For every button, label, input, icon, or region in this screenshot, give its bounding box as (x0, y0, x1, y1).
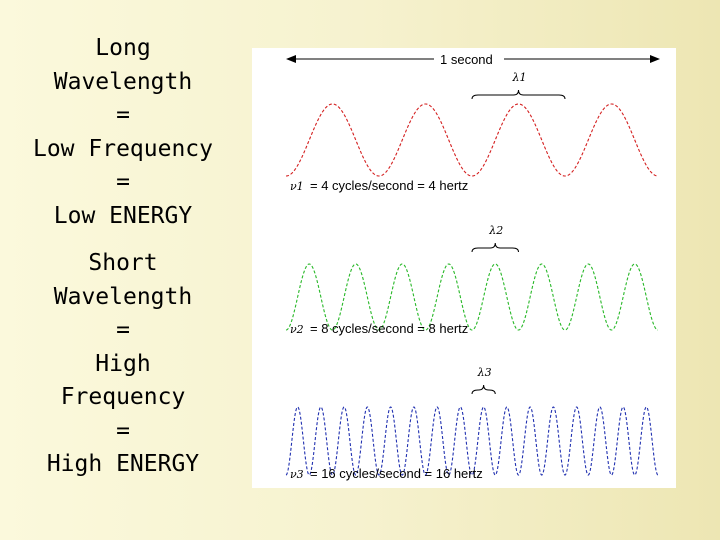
nu-3-label: ν3 (290, 468, 304, 481)
long-wavelength-line-5: = (116, 169, 130, 195)
short-wavelength-line-1: Short (88, 250, 158, 276)
wave-group-3: λ3 ν3 = 16 cycles/second = 16 hertz (285, 366, 659, 481)
equation-3: = 16 cycles/second = 16 hertz (310, 466, 483, 481)
equation-2: = 8 cycles/second = 8 hertz (310, 321, 468, 336)
wave-green (285, 263, 659, 331)
short-wavelength-line-4: High (95, 350, 151, 377)
text-gap (8, 233, 238, 247)
nu-1-label: ν1 (290, 180, 304, 193)
wavelength-brace-3 (471, 384, 496, 395)
short-wavelength-line-5: Frequency (60, 384, 186, 410)
wave-blue (285, 406, 659, 476)
short-wavelength-line-7: High ENERGY (46, 451, 200, 477)
wavelength-brace-1 (471, 89, 566, 100)
wave-group-1: λ1 ν1 = 4 cycles/second = 4 hertz (285, 71, 659, 193)
long-wavelength-line-4: Low Frequency (32, 135, 213, 162)
long-wavelength-line-2: Wavelength (53, 68, 193, 95)
long-wavelength-line-3: = (116, 102, 130, 128)
wave-group-2: λ2 ν2 = 8 cycles/second = 8 hertz (285, 224, 659, 336)
span-arrow-right-icon (650, 55, 660, 63)
wave-figure: 1 second λ1 ν1 = 4 cycles/second = 4 her… (252, 48, 676, 488)
short-wavelength-line-3: = (116, 317, 130, 343)
wave-red (285, 103, 659, 177)
wave-figure-svg: 1 second λ1 ν1 = 4 cycles/second = 4 her… (285, 52, 660, 481)
nu-2-label: ν2 (290, 323, 304, 336)
long-wavelength-line-6: Low ENERGY (53, 202, 193, 229)
lambda-2-label: λ2 (488, 224, 503, 237)
short-wavelength-line-2: Wavelength (53, 283, 193, 310)
left-text-panel: Long Wavelength = Low Frequency = Low EN… (8, 32, 238, 482)
long-wavelength-line-1: Long (95, 35, 151, 61)
span-arrow-left-icon (286, 55, 296, 63)
equation-1: = 4 cycles/second = 4 hertz (310, 178, 468, 193)
lambda-3-label: λ3 (477, 366, 492, 379)
span-label: 1 second (440, 52, 493, 67)
wavelength-brace-2 (471, 242, 519, 253)
lambda-1-label: λ1 (512, 71, 527, 84)
short-wavelength-line-6: = (116, 417, 130, 444)
